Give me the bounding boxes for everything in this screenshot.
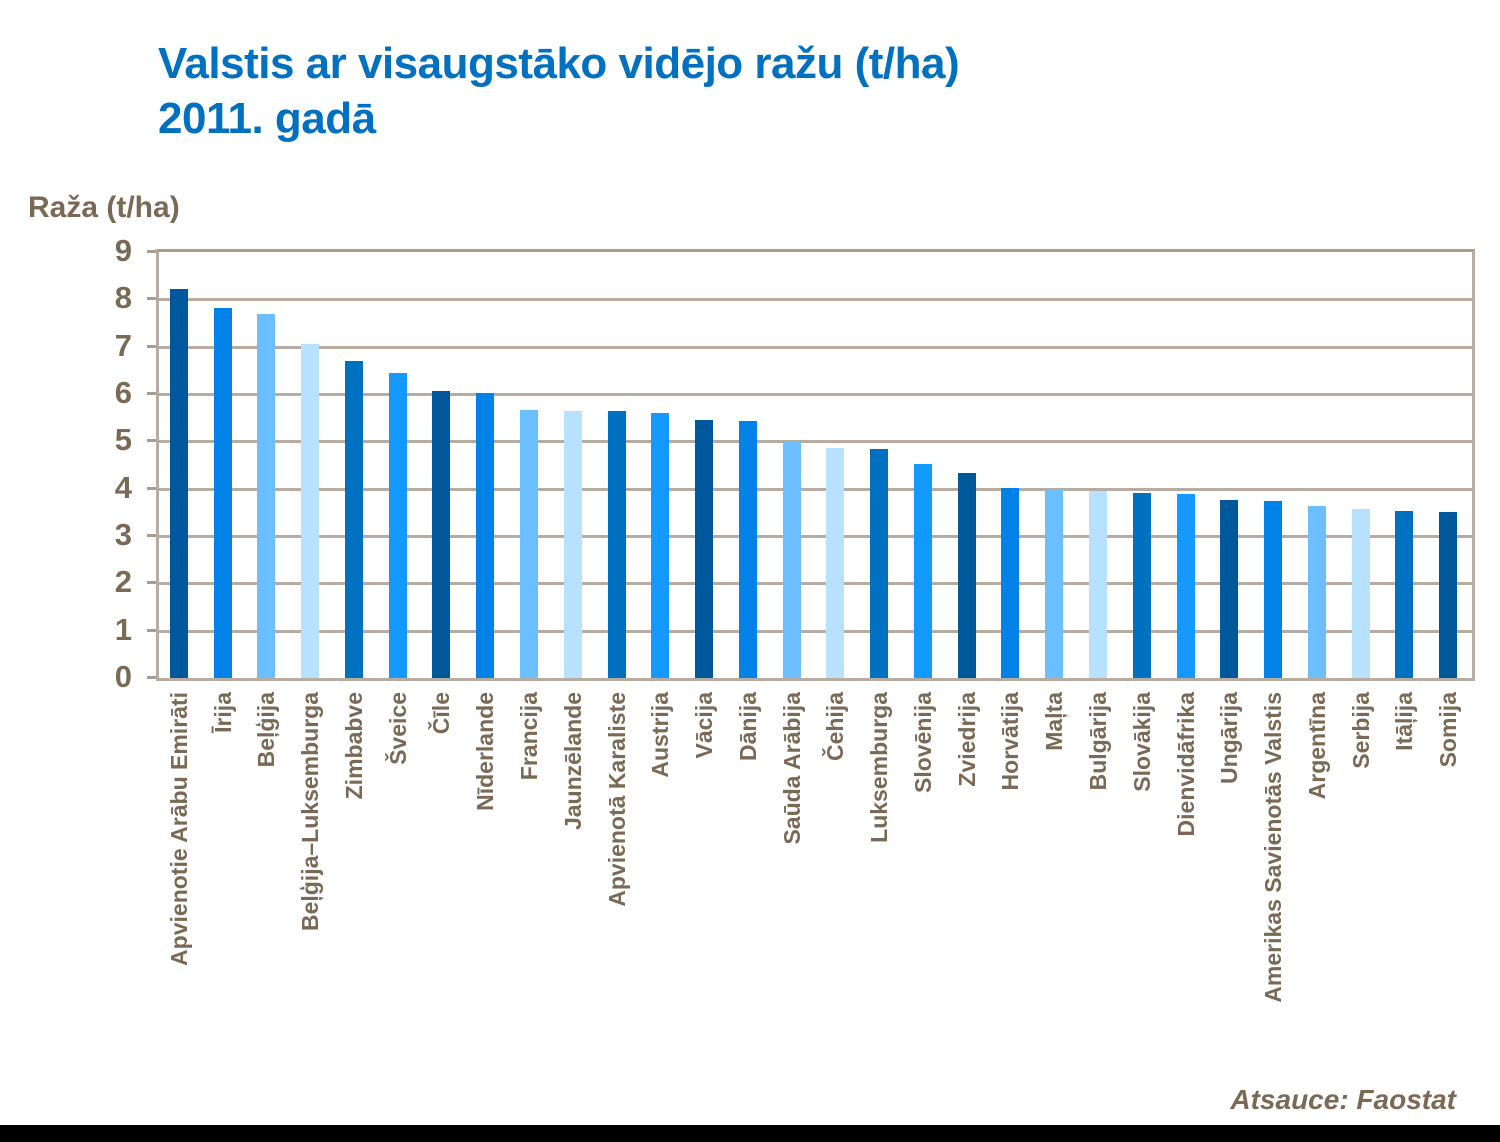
bar [1220, 499, 1239, 678]
x-tick-label: Ungārija [1216, 692, 1243, 785]
bar [782, 441, 801, 678]
x-tick-label: Slovākija [1128, 692, 1155, 792]
y-tick-label: 8 [114, 280, 132, 316]
y-tick-label: 4 [114, 469, 132, 505]
x-tick-label: Horvātija [997, 692, 1024, 791]
bar [1001, 487, 1020, 678]
x-tick-label: Luksemburga [866, 692, 893, 843]
x-tick-label: Slovēnija [909, 692, 936, 793]
y-tick-label: 9 [114, 233, 132, 268]
bar [1045, 489, 1064, 678]
y-tick-mark [147, 344, 158, 348]
y-tick-label: 7 [114, 327, 132, 363]
bar [957, 472, 976, 678]
x-tick-label: Francija [516, 692, 543, 781]
bar [738, 421, 757, 678]
y-tick-mark [147, 250, 158, 253]
y-tick-label: 5 [114, 422, 132, 458]
bar [870, 449, 889, 678]
y-tick-label: 2 [114, 564, 132, 600]
x-tick-label: Dienvidāfrika [1172, 692, 1199, 837]
bar [651, 413, 670, 678]
x-tick-label: Zviedrija [953, 692, 980, 787]
x-tick-label: Amerikas Savienotās Valstis [1260, 692, 1287, 1003]
y-tick-label: 1 [114, 611, 132, 647]
bar [1088, 491, 1107, 678]
gridline [159, 298, 1472, 302]
bar [1395, 511, 1414, 678]
x-tick-label: Nīderlande [472, 692, 499, 811]
y-tick-mark [147, 676, 158, 679]
bar [476, 392, 495, 678]
x-tick-label: Zimbabve [340, 692, 367, 800]
x-tick-label: Čīle [428, 692, 455, 735]
gridline [159, 629, 1472, 633]
chart-title: Valstis ar visaugstāko vidējo ražu (t/ha… [158, 36, 960, 146]
bar [301, 344, 320, 678]
bar [607, 410, 626, 678]
gridline [159, 345, 1472, 349]
gridline [159, 393, 1472, 396]
bar [1307, 505, 1326, 678]
x-tick-label: Austrija [647, 692, 674, 778]
gridline [159, 440, 1472, 444]
y-tick-label: 3 [114, 517, 132, 552]
y-tick-mark [147, 534, 158, 537]
chart-title-line1: Valstis ar visaugstāko vidējo ražu (t/ha… [158, 39, 960, 88]
y-tick-mark [147, 392, 158, 395]
bar [432, 390, 451, 678]
source-note: Atsauce: Faostat [1230, 1084, 1456, 1115]
plot-area [156, 249, 1475, 681]
y-axis-label: Raža (t/ha) [28, 191, 180, 224]
x-tick-label: Argentīna [1303, 692, 1330, 800]
bar [1132, 493, 1151, 678]
bar [913, 463, 932, 678]
x-tick-label: Somija [1435, 692, 1462, 768]
bar [1439, 512, 1458, 678]
x-tick-label: Saūda Arābija [778, 692, 805, 845]
bar [1264, 501, 1283, 678]
gridline [159, 535, 1472, 538]
bar [388, 372, 407, 678]
bar [1351, 508, 1370, 678]
x-tick-label: Dānija [734, 692, 761, 762]
x-tick-label: Šveice [384, 692, 411, 765]
bar [695, 419, 714, 678]
y-tick-label: 6 [114, 375, 132, 410]
x-tick-label: Apvienotie Arābu Emirāti [165, 692, 192, 966]
y-tick-mark [147, 581, 158, 585]
x-tick-label: Čehija [822, 692, 849, 762]
x-tick-label: Beļģija–Luksemburga [297, 692, 324, 932]
bar [213, 308, 232, 678]
bar [520, 409, 539, 678]
y-tick-mark [147, 486, 158, 490]
x-tick-label: Vācija [691, 692, 718, 759]
x-tick-label: Beļģija [253, 692, 280, 768]
bar [169, 289, 188, 678]
y-tick-label: 0 [114, 659, 132, 694]
x-tick-label: Apvienotā Karaliste [603, 692, 630, 907]
x-tick-label: Īrija [209, 692, 236, 733]
bar [1176, 494, 1195, 678]
chart-title-line2: 2011. gadā [158, 94, 376, 143]
y-tick-mark [147, 439, 158, 443]
bar [563, 410, 582, 678]
x-tick-label: Jaunzēlande [559, 692, 586, 831]
x-tick-label: Itāļija [1391, 692, 1418, 751]
x-tick-label: Serbija [1347, 692, 1374, 769]
x-tick-label: Bulgārija [1084, 692, 1111, 791]
bottom-black-band [0, 1125, 1500, 1142]
bar [826, 447, 845, 678]
gridline [159, 582, 1472, 586]
bar [344, 361, 363, 678]
bar [257, 314, 276, 678]
x-tick-label: Maļta [1041, 692, 1068, 751]
y-tick-mark [147, 297, 158, 301]
gridline [159, 487, 1472, 491]
y-tick-mark [147, 628, 158, 632]
